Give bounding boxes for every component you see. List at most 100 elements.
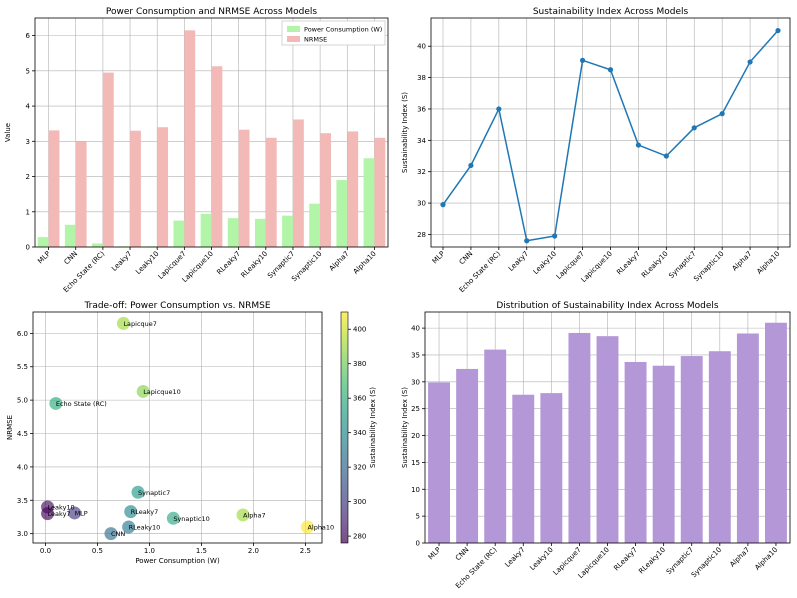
- chart2-xtick-label: Leaky7: [507, 250, 530, 273]
- chart1-bar-power: [254, 218, 266, 247]
- chart3-xtick-label: 0.5: [92, 547, 103, 555]
- chart1-bar-power: [336, 180, 348, 247]
- chart3-title: Trade-off: Power Consumption vs. NRMSE: [83, 301, 270, 311]
- chart3-point-label: Lapicque7: [123, 320, 157, 328]
- chart2-point: [691, 125, 697, 131]
- chart3-xtick-label: 1.0: [144, 547, 155, 555]
- chart3-point: [124, 505, 138, 519]
- chart2-xtick-label: Leaky10: [532, 250, 558, 276]
- chart4-ytick-label: 15: [411, 459, 420, 467]
- chart3-point-label: Leaky7: [48, 510, 71, 518]
- chart3-point: [136, 384, 150, 398]
- chart4-bar: [456, 368, 479, 543]
- chart3-point: [300, 520, 314, 534]
- chart3-point: [236, 508, 250, 522]
- colorbar-tick-label: 400: [353, 326, 366, 334]
- chart4-ytick-label: 35: [411, 351, 420, 359]
- colorbar-tick-label: 300: [353, 498, 366, 506]
- chart4-ytick-label: 20: [411, 432, 420, 440]
- chart3-point-label: Synaptic7: [138, 489, 170, 497]
- colorbar-tick-label: 380: [353, 360, 366, 368]
- chart3-xlabel: Power Consumption (W): [135, 557, 220, 565]
- chart1-bar-nrmse: [347, 131, 359, 247]
- chart2-point: [440, 202, 446, 208]
- chart2-xtick-label: RLeaky7: [615, 250, 642, 277]
- chart3-point: [49, 396, 63, 410]
- chart2-xtick-label: RLeaky10: [640, 250, 670, 280]
- chart2-xtick-label: Alpha7: [731, 250, 754, 273]
- chart1-legend-swatch: [287, 36, 300, 42]
- chart3-ytick-label: 5.5: [17, 363, 28, 371]
- chart3-xtick-label: 0.0: [40, 547, 51, 555]
- chart3-point: [68, 506, 82, 520]
- chart1-legend-swatch: [287, 26, 300, 32]
- chart3-ytick-label: 3.0: [17, 530, 28, 538]
- chart1-bar-power: [363, 158, 375, 247]
- chart4-xtick-label: Leaky7: [504, 546, 527, 569]
- chart3-ytick-label: 4.0: [17, 463, 28, 471]
- chart1-frame: [34, 17, 389, 248]
- chart1-bar-power: [92, 243, 103, 247]
- chart1-legend-label: NRMSE: [304, 36, 327, 44]
- chart1-ytick-label: 2: [26, 173, 30, 181]
- chart1-xtick-label: Leaky7: [110, 250, 133, 273]
- chart1-xtick-label: CNN: [63, 250, 80, 267]
- chart1-bar-nrmse: [157, 127, 169, 247]
- chart1-bar-nrmse: [75, 141, 87, 247]
- chart1-ytick-label: 3: [26, 138, 30, 146]
- chart3-point-label: Alpha7: [243, 511, 266, 519]
- chart1-bar-nrmse: [48, 130, 60, 247]
- chart4-ytick-label: 25: [411, 405, 420, 413]
- chart2-point: [747, 59, 753, 65]
- chart3-point-label: RLeaky10: [129, 523, 161, 531]
- colorbar: [340, 311, 349, 544]
- chart3-xtick-label: 2.5: [300, 547, 311, 555]
- chart3-xtick-label: 1.5: [196, 547, 207, 555]
- chart2-xtick-label: Synaptic10: [692, 250, 725, 283]
- chart4-ylabel: Sustainability Index (S): [401, 387, 409, 468]
- chart2-xtick-label: Alpha10: [755, 250, 781, 276]
- chart3-ytick-label: 6.0: [17, 330, 28, 338]
- chart1-ylabel: Value: [4, 123, 12, 142]
- chart1-bar-nrmse: [292, 119, 304, 247]
- chart1-legend-label: Power Consumption (W): [304, 26, 382, 34]
- chart4-xtick-label: Alpha7: [728, 546, 751, 569]
- chart1-ytick-label: 4: [26, 103, 31, 111]
- colorbar-tick-label: 360: [353, 395, 366, 403]
- chart3-point-label: RLeaky7: [131, 508, 159, 516]
- chart4-xtick-label: MLP: [427, 546, 443, 562]
- chart2-point: [496, 106, 502, 112]
- chart4-xtick-label: RLeaky7: [612, 546, 639, 573]
- chart1-bar-power: [64, 224, 76, 247]
- chart2-xtick-label: MLP: [431, 250, 447, 266]
- chart4-xtick-label: Alpha10: [753, 546, 779, 572]
- chart3-ytick-label: 5.0: [17, 397, 28, 405]
- chart4-bar: [624, 361, 647, 543]
- chart2-point: [635, 142, 642, 148]
- chart3-point: [41, 500, 55, 514]
- chart4-xtick-label: Leaky10: [528, 546, 554, 572]
- chart3-point: [122, 520, 136, 534]
- chart2-point: [524, 238, 530, 244]
- chart1-bar-nrmse: [184, 30, 196, 248]
- chart1-ytick-label: 5: [26, 67, 30, 75]
- chart2-point: [719, 111, 725, 117]
- colorbar-tick-label: 340: [353, 429, 366, 437]
- chart3-point: [116, 316, 130, 330]
- chart4-bar: [568, 332, 591, 543]
- chart3-point-label: Echo State (RC): [56, 400, 107, 408]
- chart2-ytick-label: 40: [417, 43, 426, 51]
- chart1-ytick-label: 6: [26, 32, 31, 40]
- colorbar-label: Sustainability Index (S): [369, 387, 377, 468]
- chart4-bar: [708, 351, 731, 543]
- chart4-ytick-label: 30: [411, 378, 420, 386]
- chart1-bar-power: [309, 203, 321, 247]
- chart1-bar-power: [173, 220, 185, 247]
- chart4-bar: [540, 393, 563, 543]
- chart2-frame: [430, 17, 791, 248]
- chart3-point-label: Synaptic10: [173, 515, 209, 523]
- chart2-xtick-label: CNN: [458, 250, 475, 267]
- chart2-point: [468, 162, 474, 169]
- chart2-ytick-label: 28: [417, 231, 426, 239]
- chart1-bar-nrmse: [102, 72, 114, 247]
